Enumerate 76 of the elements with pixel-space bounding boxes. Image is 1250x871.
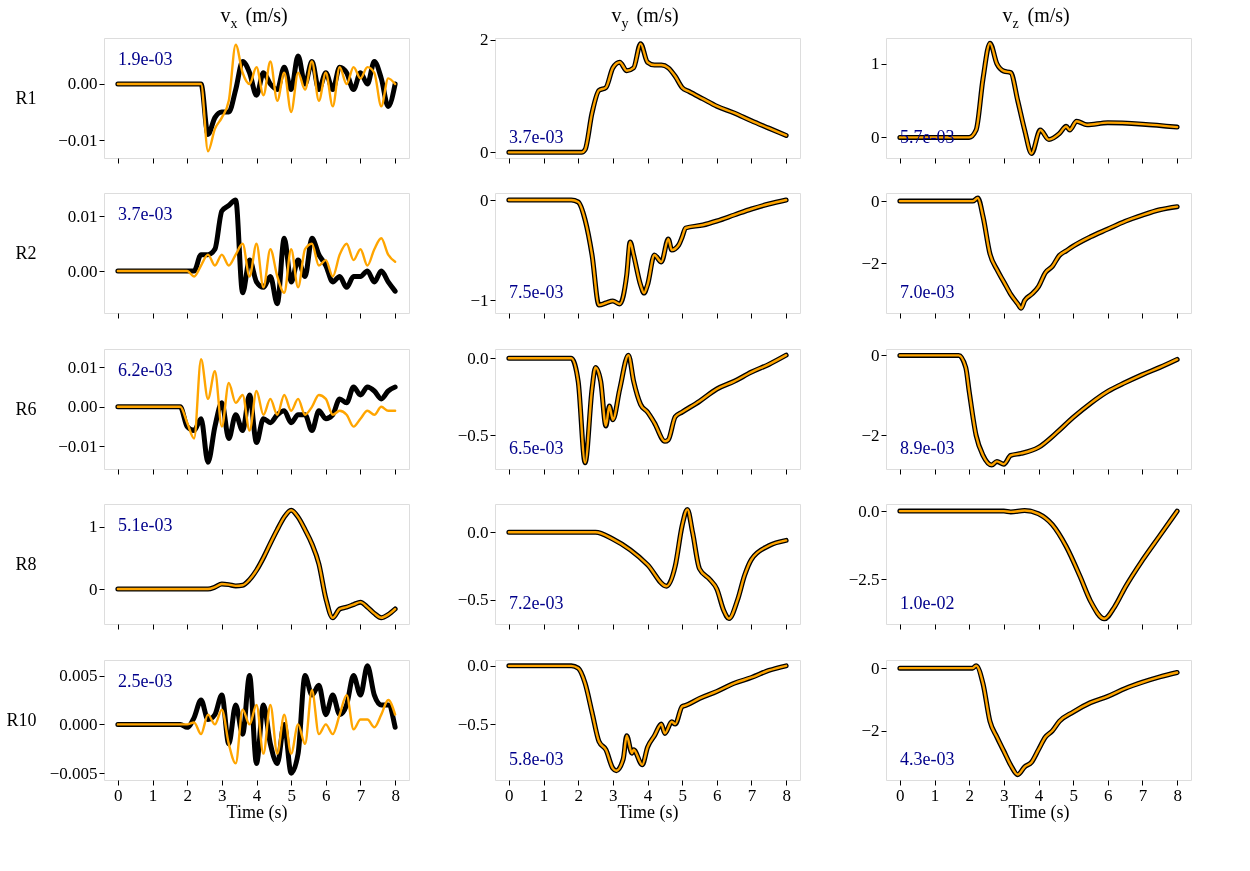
x-tick-label: 3 xyxy=(218,785,227,805)
annotation: 6.5e-03 xyxy=(509,438,564,458)
x-tick-label: 8 xyxy=(391,785,400,805)
y-tick-label: 0 xyxy=(89,579,98,599)
y-tick-label: −0.5 xyxy=(457,714,489,734)
x-tick-label: 3 xyxy=(1000,785,1009,805)
y-axis-title: R1 xyxy=(15,87,37,108)
y-tick-label: −2 xyxy=(861,721,880,741)
annotation: 1.9e-03 xyxy=(118,49,173,69)
x-tick-label: 7 xyxy=(747,785,757,805)
x-tick-label: 6 xyxy=(322,785,331,805)
annotation: 4.3e-03 xyxy=(900,749,955,769)
x-tick-label: 7 xyxy=(1138,785,1148,805)
x-tick-label: 2 xyxy=(965,785,974,805)
x-tick-label: 2 xyxy=(574,785,583,805)
annotation: 3.7e-03 xyxy=(509,127,564,147)
y-tick-label: −2 xyxy=(861,425,880,445)
y-tick-label: −1 xyxy=(470,290,489,310)
annotation: 8.9e-03 xyxy=(900,438,955,458)
x-tick-label: 5 xyxy=(678,785,687,805)
y-tick-label: 1 xyxy=(871,54,880,74)
y-tick-label: 0.0 xyxy=(467,348,489,368)
y-axis-title: R6 xyxy=(15,398,37,419)
y-tick-label: 2 xyxy=(480,30,489,50)
y-axis-title: R2 xyxy=(15,242,37,263)
x-tick-label: 3 xyxy=(609,785,618,805)
annotation: 7.5e-03 xyxy=(509,282,564,302)
y-tick-label: 0 xyxy=(480,190,489,210)
y-axis-title: R8 xyxy=(15,553,37,574)
y-tick-label: 0.00 xyxy=(67,74,98,94)
y-tick-label: 0.0 xyxy=(467,522,489,542)
y-tick-label: 0 xyxy=(871,345,880,365)
y-tick-label: 0.00 xyxy=(67,261,98,281)
x-tick-label: 6 xyxy=(1104,785,1113,805)
y-tick-label: 0 xyxy=(480,142,489,162)
x-tick-label: 8 xyxy=(782,785,791,805)
y-tick-label: 0 xyxy=(871,127,880,147)
x-tick-label: 1 xyxy=(930,785,940,805)
x-tick-label: 8 xyxy=(1173,785,1182,805)
annotation: 5.7e-03 xyxy=(900,127,955,147)
y-tick-label: −0.01 xyxy=(58,130,98,150)
x-tick-label: 6 xyxy=(713,785,722,805)
annotation: 7.0e-03 xyxy=(900,282,955,302)
y-tick-label: 1 xyxy=(89,517,98,536)
x-tick-label: 0 xyxy=(896,785,905,805)
annotation: 1.0e-02 xyxy=(900,593,955,613)
x-tick-label: 0 xyxy=(114,785,123,805)
annotation: 7.2e-03 xyxy=(509,593,564,613)
x-tick-label: 1 xyxy=(148,785,158,805)
y-axis-title: R10 xyxy=(6,709,37,730)
y-tick-label: −2.5 xyxy=(848,569,880,589)
y-tick-label: 0.005 xyxy=(59,666,98,686)
x-tick-label: 5 xyxy=(1069,785,1078,805)
y-tick-label: 0.0 xyxy=(858,501,880,521)
y-tick-label: 0.0 xyxy=(467,656,489,676)
y-tick-label: 0.01 xyxy=(67,357,98,377)
annotation: 3.7e-03 xyxy=(118,204,173,224)
x-tick-label: 2 xyxy=(183,785,192,805)
y-tick-label: 0 xyxy=(871,658,880,678)
y-tick-label: −2 xyxy=(861,253,880,273)
x-tick-label: 7 xyxy=(356,785,366,805)
y-tick-label: −0.005 xyxy=(49,763,98,783)
y-tick-label: 0.000 xyxy=(59,714,98,734)
annotation: 6.2e-03 xyxy=(118,360,173,380)
x-tick-label: 5 xyxy=(287,785,296,805)
x-tick-label: 0 xyxy=(505,785,514,805)
y-tick-label: −0.5 xyxy=(457,425,489,445)
y-tick-label: 0 xyxy=(871,191,880,211)
annotation: 5.1e-03 xyxy=(118,515,173,535)
y-tick-label: −0.5 xyxy=(457,590,489,610)
y-tick-label: 0.00 xyxy=(67,397,98,417)
y-tick-label: −0.01 xyxy=(58,436,98,456)
annotation: 5.8e-03 xyxy=(509,749,564,769)
x-tick-label: 1 xyxy=(539,785,549,805)
annotation: 2.5e-03 xyxy=(118,671,173,691)
y-tick-label: 0.01 xyxy=(67,206,98,226)
